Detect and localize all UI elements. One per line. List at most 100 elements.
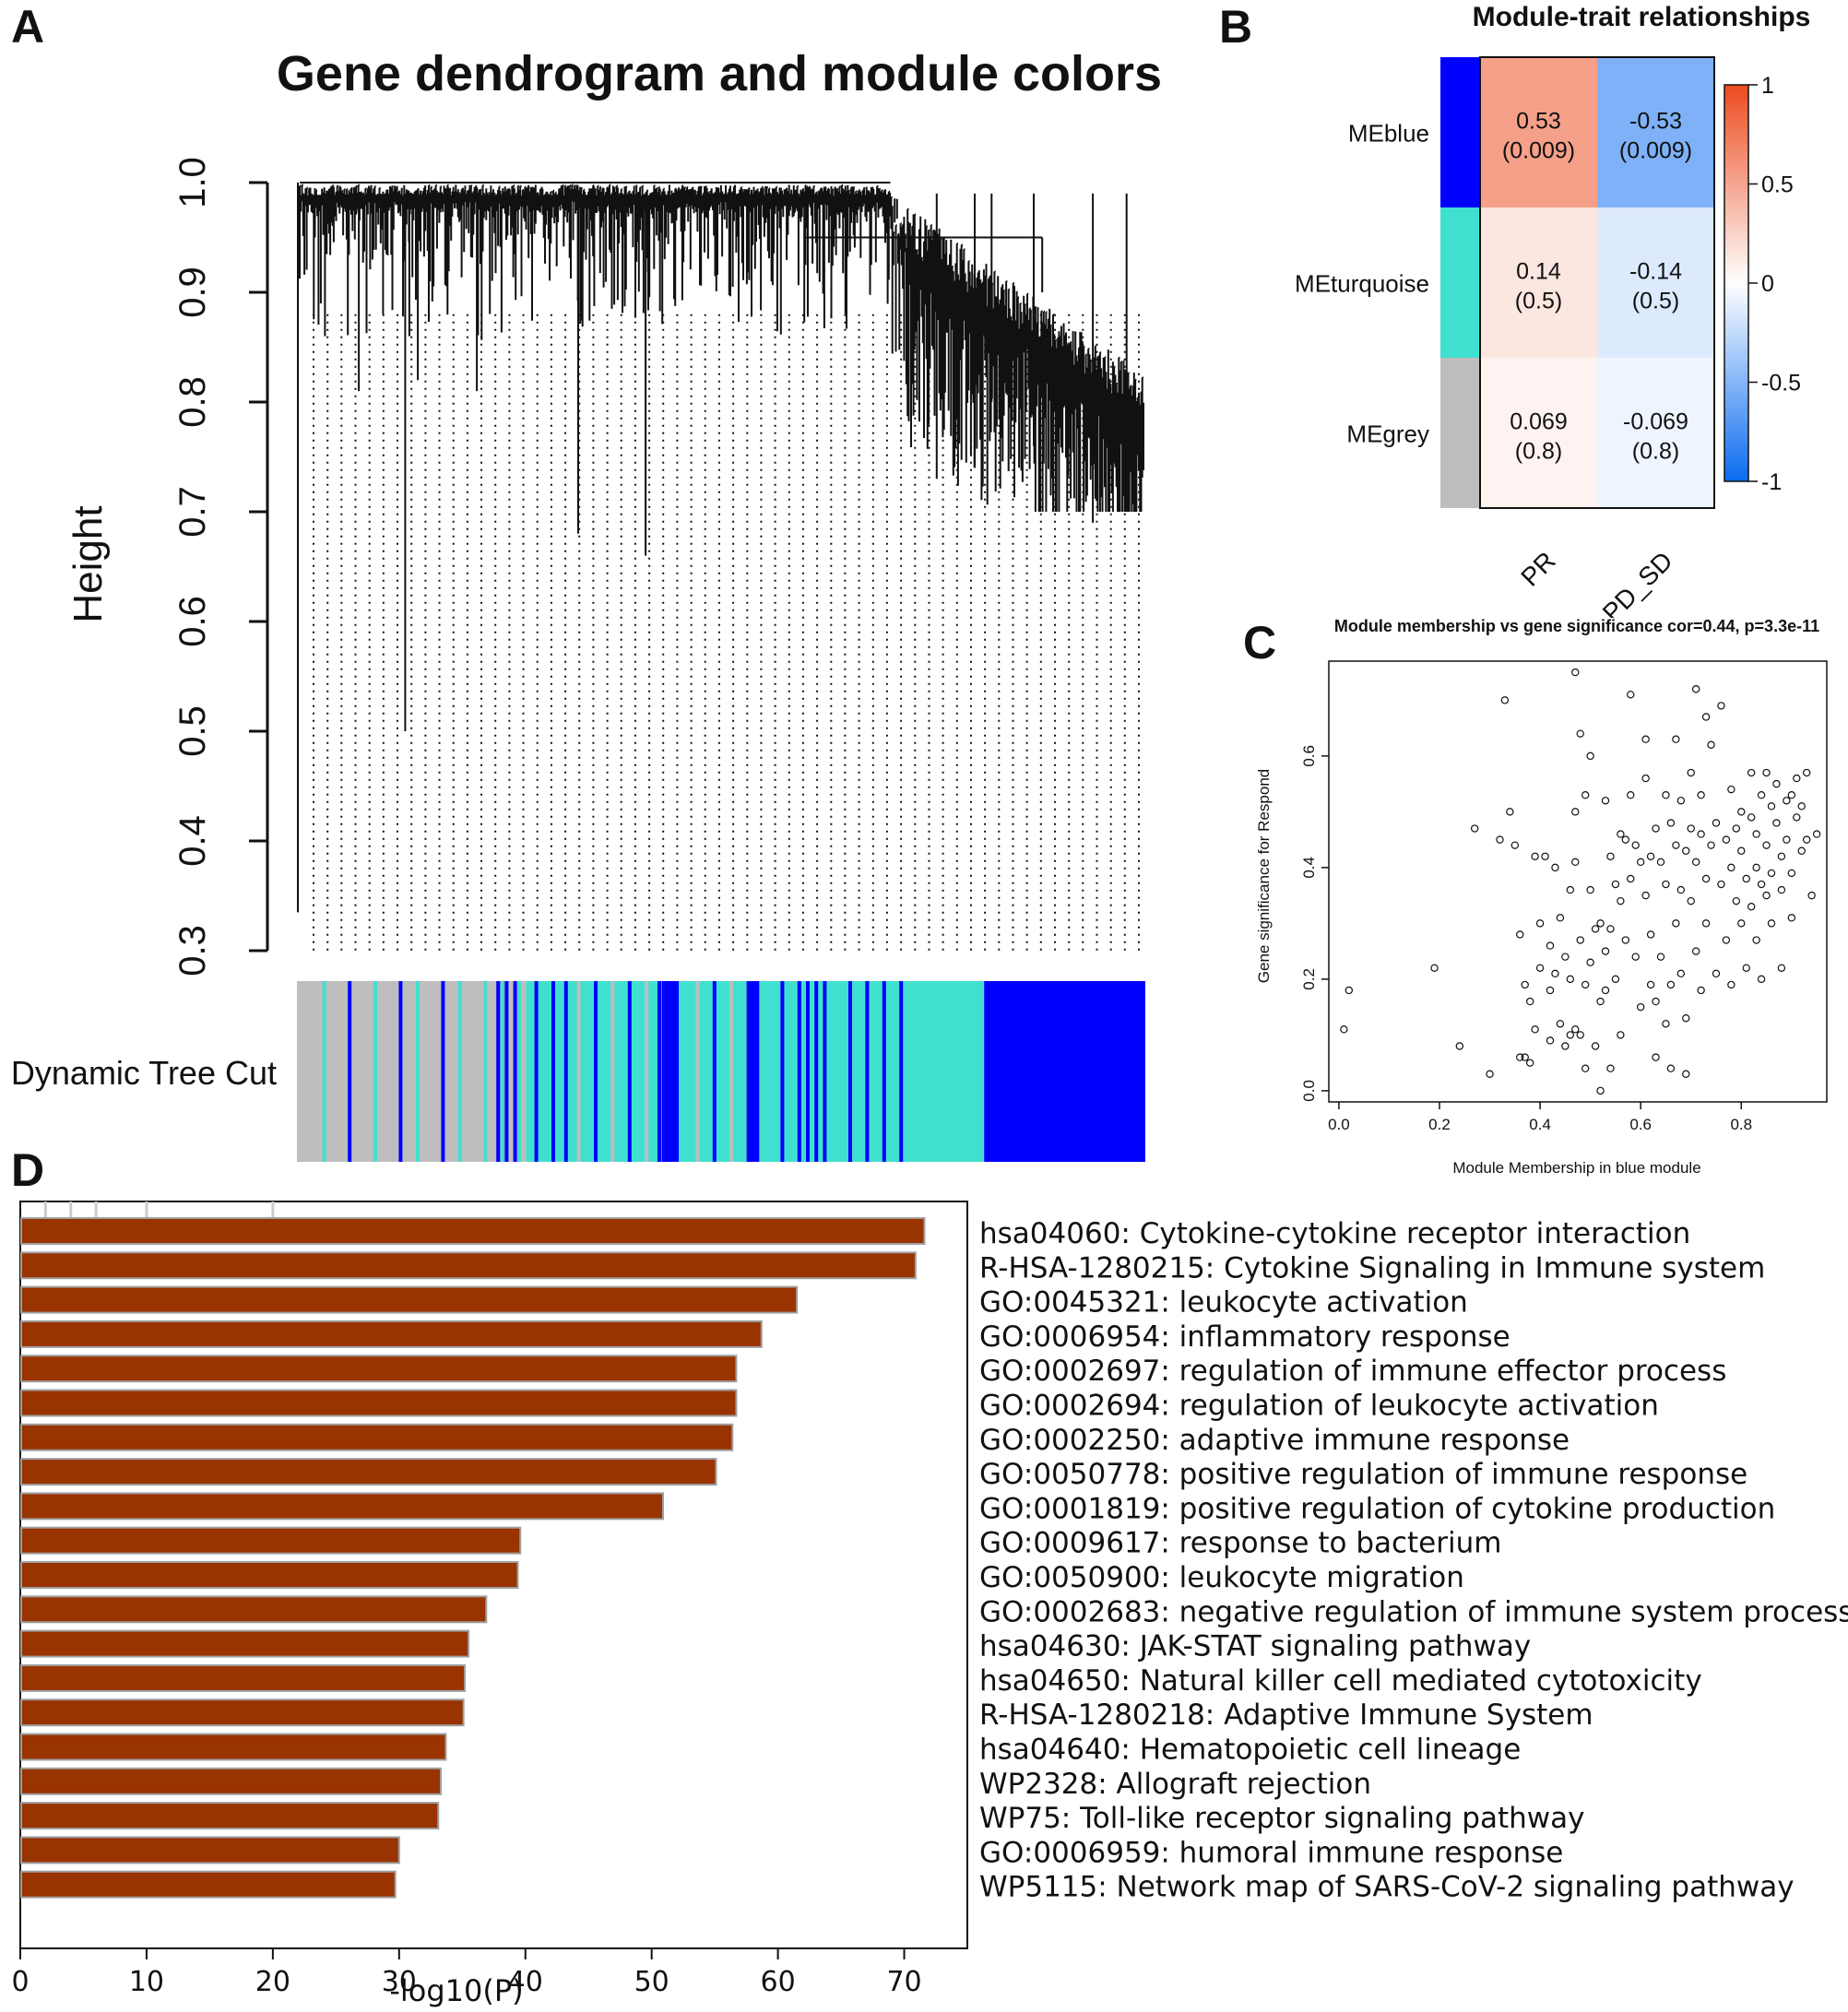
- bar: [20, 1595, 488, 1624]
- color-segment-turquoise: [759, 981, 985, 1162]
- cell-value: -0.14: [1629, 259, 1682, 285]
- x-tick-label: 0: [11, 1966, 29, 1998]
- x-tick-label: 50: [634, 1966, 669, 1998]
- scatter-point: [1812, 830, 1821, 838]
- color-stripe: [534, 981, 539, 1162]
- scatter-point: [1783, 797, 1791, 805]
- scatter-point: [1656, 858, 1665, 867]
- dendrogram-panel: Gene dendrogram and module colors Height…: [11, 46, 1162, 1162]
- color-stripe: [457, 981, 462, 1162]
- colorbar-rect: [1724, 84, 1749, 482]
- scatter-point: [1641, 774, 1650, 783]
- scatter-point: [1596, 1086, 1605, 1095]
- scatter-point: [1793, 774, 1801, 783]
- scatter-point: [1772, 819, 1781, 827]
- color-stripe: [823, 981, 827, 1162]
- scatter-point: [1611, 975, 1620, 984]
- color-stripe: [415, 981, 420, 1162]
- scatter-point: [1783, 835, 1791, 844]
- row-label: MEturquoise: [1295, 270, 1429, 298]
- bar: [20, 1389, 738, 1417]
- panel-label-a: A: [11, 1, 45, 53]
- scatter-point: [1631, 841, 1640, 849]
- scatter-point: [1510, 841, 1520, 849]
- scatter-point: [1712, 969, 1721, 978]
- scatter-point: [1581, 980, 1590, 989]
- leaf-guides: [313, 314, 1140, 951]
- term-label: GO:0045321: leukocyte activation: [979, 1286, 1468, 1320]
- color-stripe: [504, 981, 509, 1162]
- scatter-point: [1646, 852, 1655, 860]
- bar: [20, 1217, 926, 1245]
- scatter-point: [1566, 975, 1575, 984]
- scatter-point: [1742, 964, 1750, 972]
- color-stripe: [610, 981, 615, 1162]
- y-tick-label: 0.3: [172, 925, 213, 976]
- scatter-point: [1676, 885, 1686, 894]
- scatter-point: [1802, 835, 1811, 844]
- color-stripe: [882, 981, 886, 1162]
- scatter-point: [1596, 919, 1605, 928]
- scatter-point: [1455, 1042, 1464, 1050]
- scatter-point: [1546, 986, 1555, 995]
- column-label: PR: [1515, 546, 1560, 591]
- bar: [20, 1492, 664, 1521]
- term-label: GO:0009617: response to bacterium: [979, 1527, 1501, 1560]
- x-tick-label: 20: [255, 1966, 290, 1998]
- term-label: hsa04060: Cytokine-cytokine receptor int…: [979, 1217, 1690, 1250]
- scatter-point: [1601, 986, 1610, 995]
- scatter-point: [1697, 791, 1705, 799]
- column-label: PD_SD: [1597, 546, 1678, 618]
- scatter-point: [1757, 880, 1766, 889]
- scatter-point: [1697, 986, 1705, 995]
- scatter-point: [1707, 740, 1715, 749]
- x-tick-label: 40: [508, 1966, 543, 1998]
- scatter-point: [1652, 1053, 1660, 1061]
- scatter-point: [1531, 852, 1539, 860]
- scatter-point: [1591, 925, 1600, 933]
- bar: [20, 1663, 467, 1692]
- scatter-point: [1691, 858, 1700, 867]
- scatter-plot-area: 0.0 0.2 0.4 0.6 0.8 0.0 0.2 0.4 0.6: [1300, 660, 1828, 1133]
- x-tick-label: 60: [761, 1966, 796, 1998]
- scatter-point: [1772, 779, 1781, 788]
- scatter-point: [1762, 841, 1771, 849]
- color-stripe: [496, 981, 501, 1162]
- scatter-point: [1787, 791, 1796, 799]
- scatter-point: [1546, 1036, 1555, 1045]
- bar: [20, 1870, 397, 1899]
- x-tick-label: 0.6: [1629, 1116, 1652, 1133]
- color-stripe: [848, 981, 852, 1162]
- scatter-point: [1747, 813, 1756, 822]
- scatter-point: [1470, 824, 1479, 833]
- scatter-point: [1662, 1020, 1670, 1028]
- scatter-point: [1757, 975, 1766, 984]
- term-label: WP2328: Allograft rejection: [979, 1768, 1371, 1801]
- scatter-point: [1551, 969, 1559, 978]
- scatter-point: [1546, 941, 1555, 950]
- module-trait-heatmap: Module-trait relationships MEblue 0.53 (0.…: [1295, 2, 1810, 618]
- panel-label-d: D: [11, 1144, 45, 1196]
- scatter-point: [1666, 1064, 1676, 1072]
- term-label: hsa04630: JAK-STAT signaling pathway: [979, 1630, 1531, 1663]
- x-tick-label: 70: [886, 1966, 921, 1998]
- module-color-bar: [297, 981, 1145, 1162]
- scatter-point: [1652, 824, 1660, 833]
- color-stripe: [576, 981, 581, 1162]
- bar-x-label: -log10(P): [389, 1973, 523, 2008]
- dendrogram-title: Gene dendrogram and module colors: [277, 46, 1162, 101]
- scatter-point: [1727, 863, 1735, 872]
- enrichment-bar-chart: -log10(P) 0 10 20 30 40 50 60 70 hsa04060: Cyto…: [11, 1201, 1848, 2008]
- scatter-point: [1631, 953, 1640, 961]
- y-tick-label: 0.4: [172, 815, 213, 867]
- heatmap-border: [1479, 56, 1715, 509]
- color-stripe: [695, 981, 700, 1162]
- scatter-point: [1531, 1025, 1539, 1034]
- y-tick-label: 0.6: [1300, 745, 1318, 767]
- scatter-point: [1727, 980, 1735, 989]
- scatter-point: [1601, 797, 1610, 805]
- dendrogram-tree: [297, 182, 1144, 951]
- scatter-point: [1777, 852, 1786, 860]
- color-stripe: [865, 981, 870, 1162]
- scatter-point: [1556, 1020, 1565, 1028]
